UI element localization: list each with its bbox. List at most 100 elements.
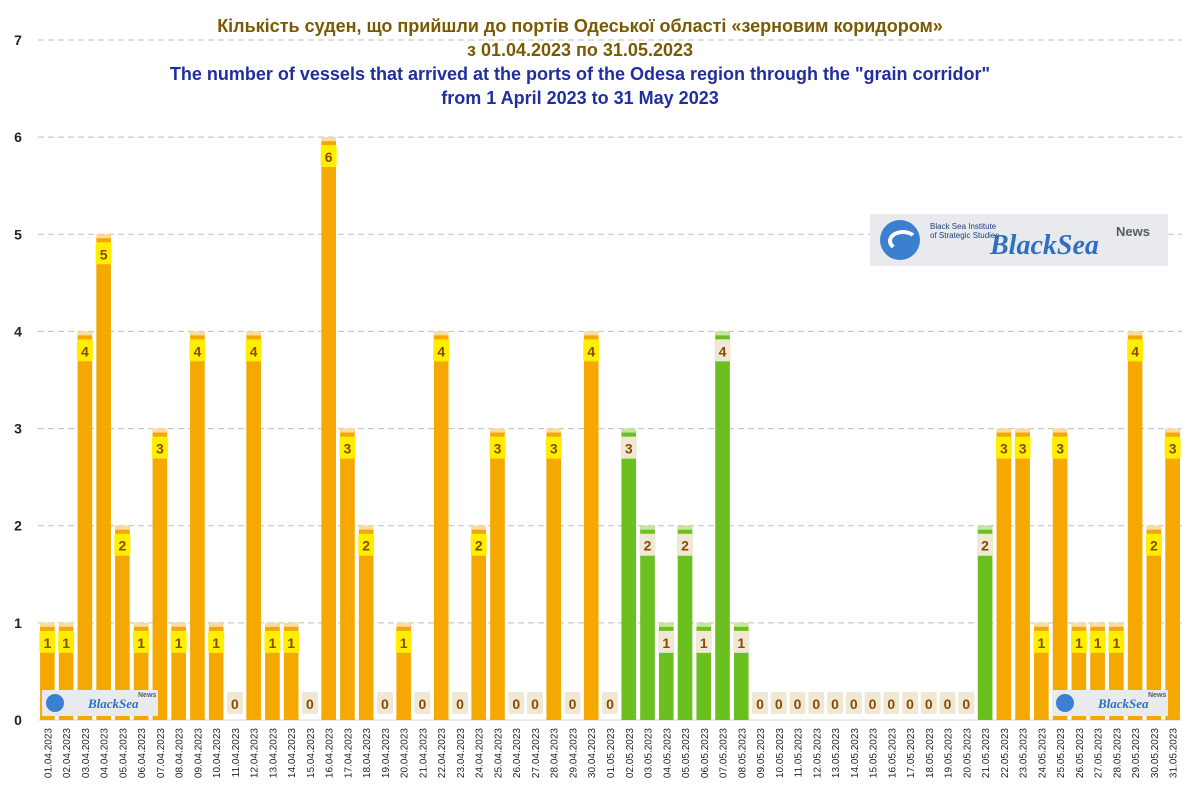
data-label-bg (1052, 436, 1069, 459)
x-tick-label: 28.05.2023 (1112, 728, 1123, 778)
data-label: 1 (269, 635, 277, 651)
bar (190, 331, 205, 720)
x-tick-label: 09.04.2023 (193, 728, 204, 778)
bar-top-cap (658, 622, 674, 627)
x-tick-label: 18.05.2023 (925, 728, 936, 778)
bar-top-cap (133, 622, 149, 627)
data-label-bg (545, 436, 562, 459)
data-label-bg (451, 692, 468, 714)
data-label: 0 (456, 696, 464, 712)
bar-top-cap (265, 622, 280, 627)
bar-top-cap (715, 331, 730, 336)
data-label-bg (939, 692, 956, 714)
data-label-bg (639, 533, 656, 556)
data-label-bg (1089, 630, 1106, 653)
data-label-bg (358, 533, 375, 556)
bar-top-cap (471, 525, 487, 530)
data-label-bg (414, 692, 431, 714)
x-tick-label: 16.05.2023 (887, 728, 898, 778)
bar (677, 525, 693, 720)
data-label: 1 (400, 635, 408, 651)
bar (246, 331, 261, 720)
data-label: 0 (606, 696, 614, 712)
bar-top-cap (677, 525, 693, 530)
data-label: 1 (700, 635, 708, 651)
data-label: 0 (381, 696, 389, 712)
data-label: 0 (569, 696, 577, 712)
x-tick-label: 11.04.2023 (231, 728, 242, 778)
bar (583, 331, 599, 720)
data-label-bg (283, 630, 300, 653)
data-label: 0 (869, 696, 877, 712)
data-label-bg (827, 692, 844, 714)
x-tick-label: 17.04.2023 (343, 728, 354, 778)
bar-top-cap (1071, 622, 1087, 627)
y-tick-label: 3 (14, 421, 22, 437)
data-label-bg (583, 339, 600, 362)
data-label-bg (95, 242, 112, 265)
data-label: 2 (981, 538, 989, 554)
x-tick-label: 22.04.2023 (437, 728, 448, 778)
bar-top-cap (1034, 622, 1049, 627)
y-tick-label: 2 (14, 518, 22, 534)
bar-top-cap (546, 428, 562, 433)
x-tick-label: 15.05.2023 (869, 728, 880, 778)
bar (1127, 331, 1143, 720)
data-label-bg (114, 533, 131, 556)
data-label: 0 (756, 696, 764, 712)
data-label: 1 (1037, 635, 1045, 651)
x-tick-label: 14.05.2023 (850, 728, 861, 778)
data-label-bg (564, 692, 581, 714)
x-tick-label: 21.04.2023 (418, 728, 429, 778)
x-tick-label: 23.05.2023 (1019, 728, 1030, 778)
bar-top-cap (115, 525, 130, 530)
x-tick-label: 14.04.2023 (287, 728, 298, 778)
bar-top-cap (696, 622, 712, 627)
bar-top-cap (358, 525, 374, 530)
data-label-bg (1033, 630, 1050, 653)
data-label: 5 (100, 246, 108, 262)
data-label: 4 (587, 343, 595, 359)
data-label: 4 (81, 343, 89, 359)
data-label-bg (489, 436, 506, 459)
bar-top-cap (190, 331, 205, 336)
logo-institute-text: Black Sea Institute of Strategic Studies (930, 222, 1000, 240)
data-label-bg (526, 692, 543, 714)
data-label-bg (1108, 630, 1125, 653)
data-label: 3 (1019, 441, 1027, 457)
data-label-bg (301, 692, 318, 714)
data-label: 0 (850, 696, 858, 712)
bar-top-cap (1052, 428, 1068, 433)
x-tick-label: 10.04.2023 (212, 728, 223, 778)
bar (471, 525, 487, 720)
data-label: 0 (794, 696, 802, 712)
data-label-bg (864, 692, 881, 714)
x-tick-label: 03.05.2023 (644, 728, 655, 778)
bar-top-cap (396, 622, 412, 627)
bar (433, 331, 449, 720)
data-label: 3 (344, 441, 352, 457)
x-tick-label: 26.05.2023 (1075, 728, 1086, 778)
x-tick-label: 12.05.2023 (812, 728, 823, 778)
bar (640, 525, 655, 720)
bar-top-cap (733, 622, 749, 627)
bar-top-cap (1165, 428, 1180, 433)
data-label-bg (789, 692, 806, 714)
x-tick-label: 23.04.2023 (456, 728, 467, 778)
data-label: 0 (887, 696, 895, 712)
x-tick-label: 13.05.2023 (831, 728, 842, 778)
bar-top-cap (321, 137, 337, 142)
data-label-bg (320, 145, 337, 168)
data-label-bg (264, 630, 281, 653)
data-label-bg (920, 692, 937, 714)
data-label: 0 (812, 696, 820, 712)
logo-news-text: News (1116, 224, 1150, 239)
data-label-bg (1014, 436, 1031, 459)
y-tick-label: 7 (14, 32, 22, 48)
x-tick-label: 05.05.2023 (681, 728, 692, 778)
data-label-bg (883, 692, 900, 714)
title-uk-line1: Кількість суден, що прийшли до портів Од… (217, 16, 943, 36)
bar-top-cap (283, 622, 299, 627)
